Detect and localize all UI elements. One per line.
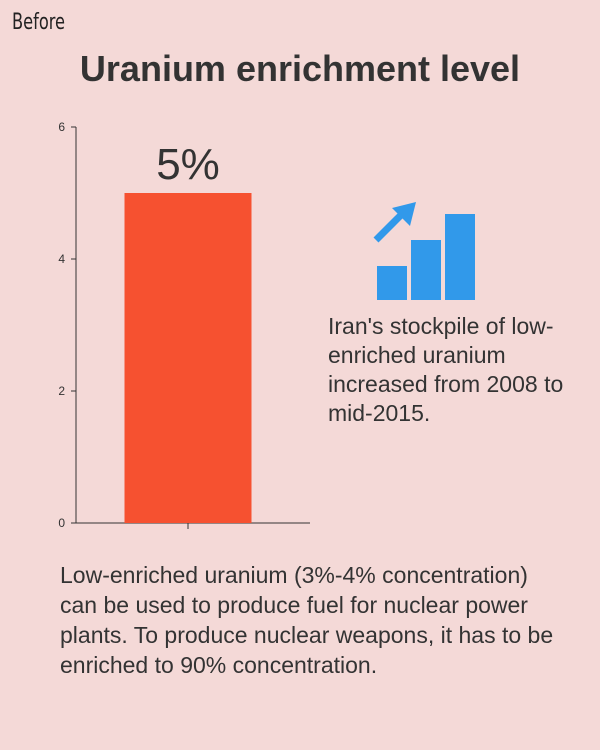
before-tag: Before (12, 10, 66, 35)
y-tick-label: 4 (58, 252, 65, 266)
icon-bar-tall (445, 214, 475, 300)
icon-bar-medium (411, 240, 441, 300)
bar-value-label: 5% (156, 140, 220, 189)
icon-bar-short (377, 266, 407, 300)
icon-arrow-shaft (373, 209, 407, 243)
enrichment-footnote: Low-enriched uranium (3%-4% concentratio… (60, 562, 554, 678)
bar (124, 193, 252, 523)
stockpile-note: Iran's stockpile of low-enriched uranium… (328, 313, 564, 426)
icon-arrow-head (392, 202, 416, 226)
y-tick-label: 6 (58, 120, 65, 134)
y-tick-label: 0 (58, 516, 65, 530)
chart-title: Uranium enrichment level (79, 48, 521, 89)
y-tick-label: 2 (58, 384, 65, 398)
growth-chart-icon (373, 202, 475, 300)
